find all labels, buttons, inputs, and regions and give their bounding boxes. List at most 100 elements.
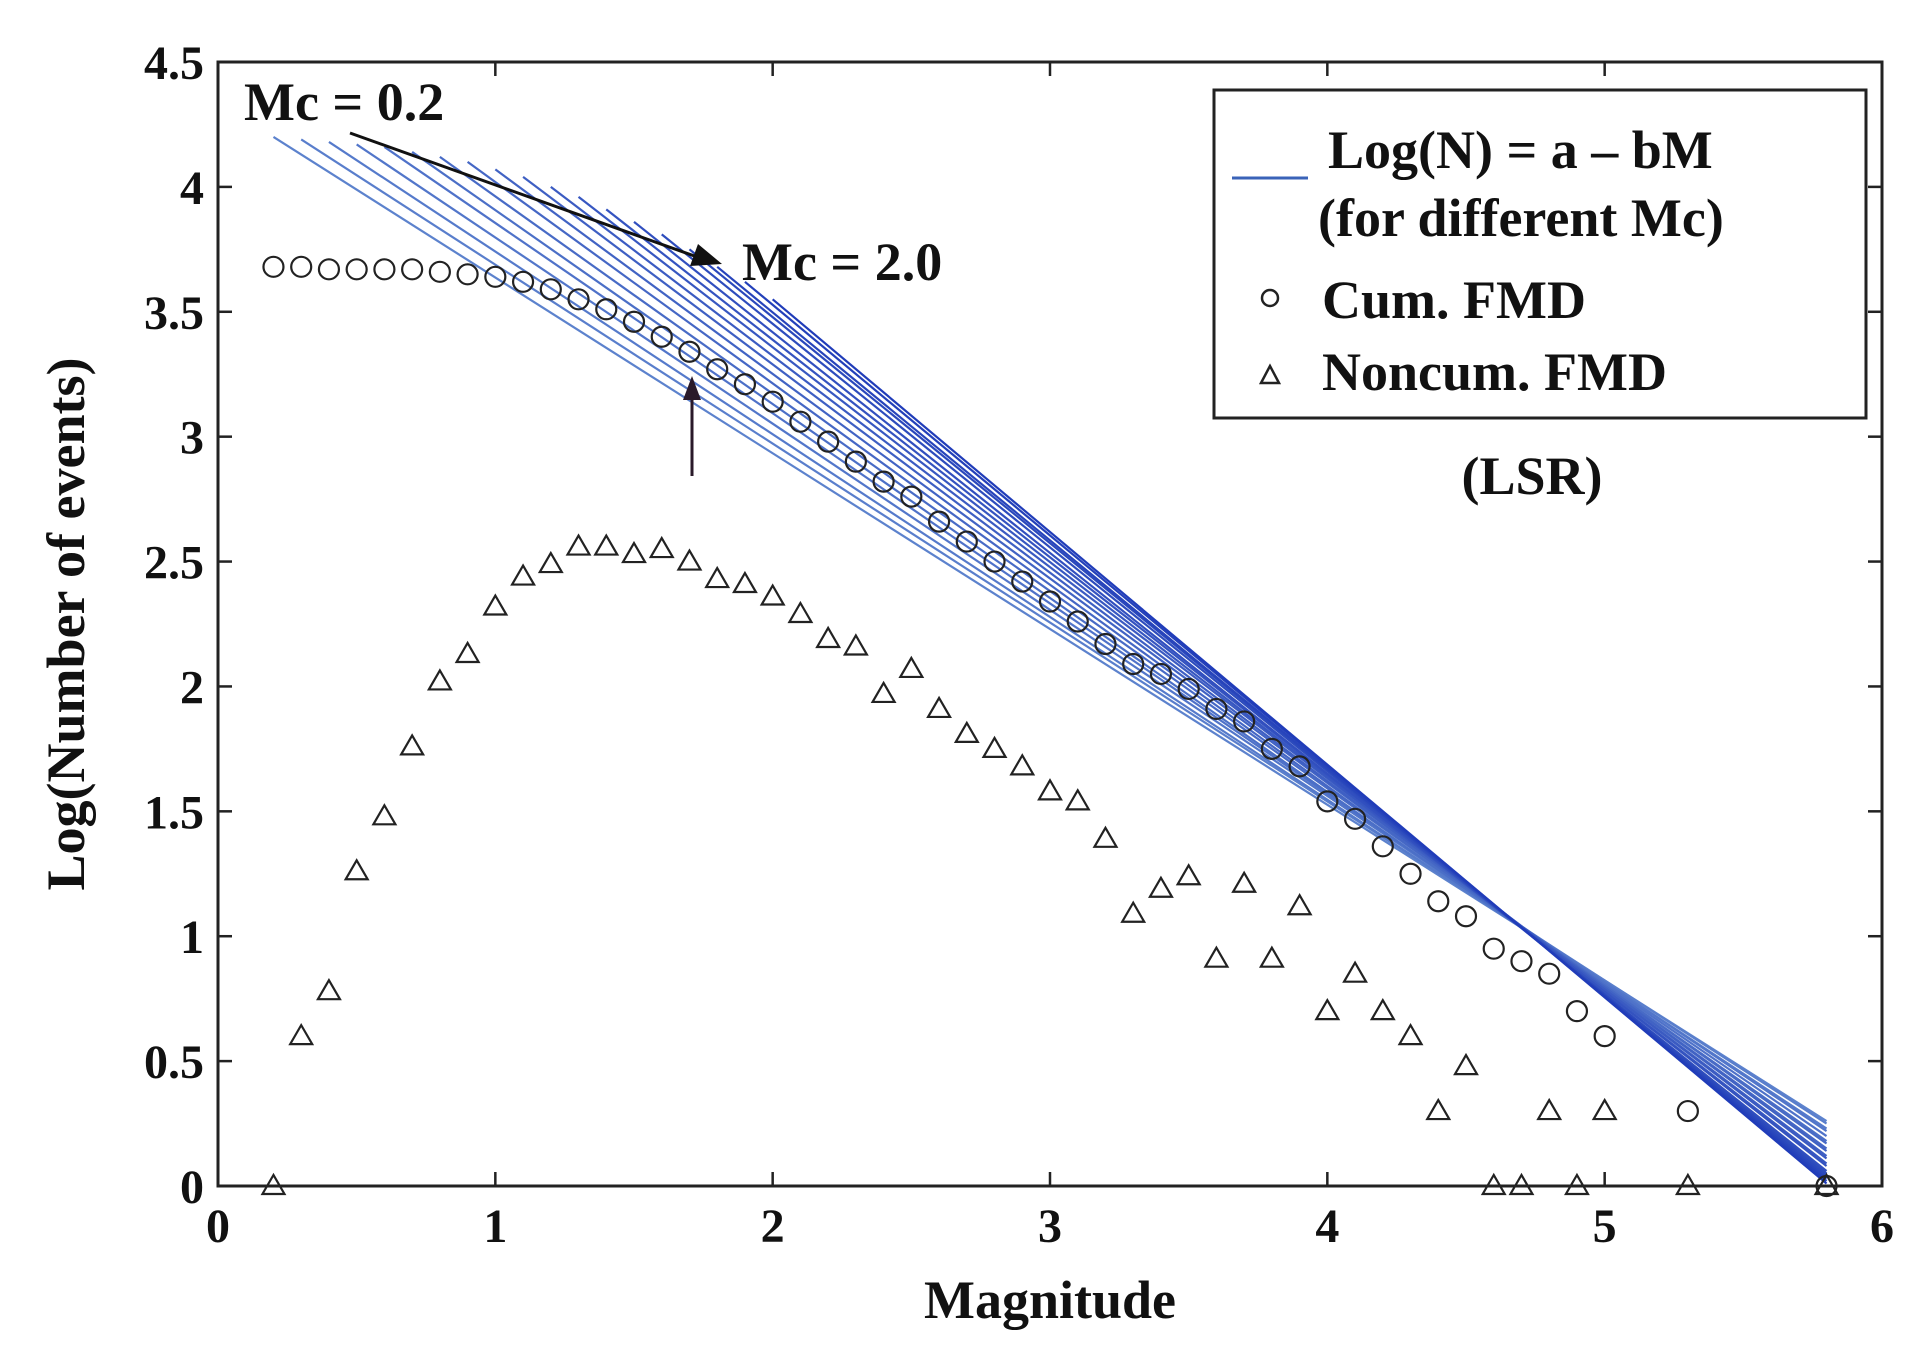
noncum-fmd-point [1480,1172,1507,1196]
cum-fmd-point [1427,890,1450,913]
noncum-fmd-point [1453,1052,1479,1076]
noncum-fmd-point [454,640,481,664]
noncum-fmd-point [842,633,869,656]
noncum-fmd-point [288,1022,315,1046]
y-axis-label: Log(Number of events) [36,358,96,891]
cum-fmd-point [456,263,479,286]
cum-fmd-point [622,310,646,333]
noncum-fmd-point [815,625,842,649]
legend-cum-label: Cum. FMD [1322,270,1586,330]
cum-fmd-point [511,270,535,293]
cum-fmd-point [1233,710,1256,733]
cum-fmd-point [1260,737,1283,760]
x-tick-label: 6 [1870,1200,1894,1253]
annotation-mc-low: Mc = 0.2 [244,72,444,132]
cum-fmd-point [1177,677,1200,701]
cum-fmd-point [1538,962,1561,985]
cum-fmd-point [428,260,451,283]
annotation-arrow-head [690,244,722,266]
noncum-fmd-point [482,593,509,616]
cum-fmd-point [706,358,729,381]
legend-box [1212,88,1868,420]
cum-fmd-point [1343,807,1367,830]
cum-fmd-point [1316,790,1339,813]
cum-fmd-points [262,255,1838,1198]
cum-fmd-point [1565,1000,1589,1023]
x-tick-label: 0 [206,1200,230,1253]
noncum-fmd-point [537,550,564,574]
noncum-fmd-point [1092,825,1119,848]
noncum-fmd-point [510,563,536,586]
cum-fmd-point [955,530,978,553]
fit-lines [272,136,1828,1185]
noncum-fmd-point [1674,1172,1701,1196]
noncum-fmd-point [704,565,731,589]
y-tick-label: 4.5 [144,37,204,90]
axis-ticks [216,60,1884,1188]
noncum-fmd-points [260,533,1840,1196]
y-tick-labels: 0 0.5 1 1.5 2 2.5 3 3.5 4 4.5 [144,37,204,1214]
y-tick-label: 1 [180,911,204,964]
cum-fmd-point [290,255,313,278]
noncum-fmd-point [593,533,620,556]
noncum-fmd-point [953,720,980,744]
y-tick-label: 1.5 [144,786,204,839]
noncum-fmd-point [1564,1172,1590,1196]
noncum-fmd-point [1148,875,1174,898]
cum-fmd-point [678,340,701,363]
noncum-fmd-point [426,668,453,691]
noncum-fmd-point [1120,900,1147,923]
cum-fmd-point [1371,835,1394,858]
cum-fmd-point [1205,697,1228,721]
noncum-fmd-point [1397,1022,1424,1046]
noncum-fmd-point [648,535,675,559]
cum-fmd-point [983,550,1006,573]
x-axis-label: Magnitude [924,1270,1176,1330]
noncum-fmd-point [1536,1097,1563,1121]
noncum-fmd-point [759,583,786,606]
cum-fmd-point [262,255,285,278]
cum-fmd-point [650,325,673,348]
noncum-fmd-point [1064,788,1091,811]
noncum-fmd-point [1175,863,1202,886]
noncum-fmd-point [981,735,1008,758]
noncum-fmd-point [1591,1097,1618,1121]
cum-fmd-point [1122,652,1145,676]
fit-line-mc-1-4 [605,208,1828,1167]
annotation-mc-high: Mc = 2.0 [742,232,942,292]
cum-fmd-point [1149,662,1173,686]
cum-fmd-point [927,510,951,533]
legend-triangle-marker [1258,363,1282,385]
cum-fmd-point [1676,1099,1699,1123]
noncum-fmd-point [260,1172,287,1196]
noncum-fmd-point [1813,1172,1840,1196]
noncum-fmd-point [787,600,814,624]
cum-fmd-point [401,258,424,281]
x-tick-labels: 0 1 2 3 4 5 6 [206,1200,1894,1253]
noncum-fmd-point [1037,778,1063,801]
y-tick-label: 0.5 [144,1036,204,1089]
cum-fmd-point [817,430,840,453]
noncum-fmd-point [1425,1097,1452,1121]
cum-fmd-point [844,450,867,473]
cum-fmd-point [539,278,562,301]
legend-circle-marker [1260,288,1280,308]
annotation-method: (LSR) [1461,446,1602,506]
cum-fmd-point [373,258,396,281]
noncum-fmd-point [1231,870,1258,893]
cum-fmd-point [1038,590,1062,613]
cum-fmd-point [761,390,784,413]
x-tick-label: 4 [1315,1200,1339,1253]
fit-line-mc-0-8 [439,156,1828,1145]
y-tick-label: 2.5 [144,537,204,590]
noncum-fmd-point [898,655,925,679]
noncum-fmd-point [676,548,703,571]
noncum-fmd-point [1342,960,1368,983]
cum-fmd-point [1011,570,1034,593]
x-tick-label: 5 [1593,1200,1617,1253]
cum-fmd-point [733,373,757,396]
legend-fit-sublabel: (for different Mc) [1318,188,1724,248]
noncum-fmd-point [926,695,952,719]
fit-line-mc-1 [494,168,1828,1152]
